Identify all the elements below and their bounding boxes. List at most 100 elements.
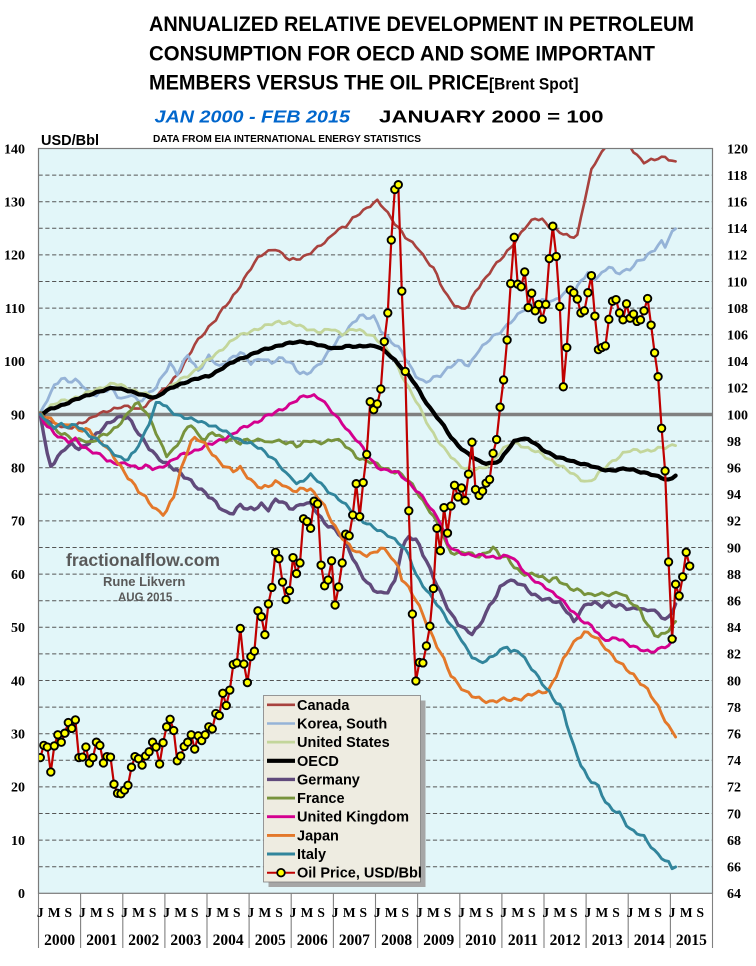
svg-text:2003: 2003 — [170, 932, 201, 949]
svg-text:J: J — [374, 905, 381, 920]
svg-text:110: 110 — [5, 302, 25, 317]
svg-text:2009: 2009 — [423, 932, 454, 949]
svg-text:84: 84 — [727, 621, 741, 636]
svg-text:94: 94 — [727, 488, 741, 503]
svg-text:S: S — [444, 905, 452, 920]
svg-text:S: S — [317, 905, 325, 920]
svg-text:80: 80 — [11, 462, 25, 477]
svg-text:J: J — [627, 905, 634, 920]
svg-text:S: S — [486, 905, 494, 920]
svg-text:100: 100 — [727, 408, 748, 423]
svg-text:92: 92 — [727, 515, 741, 530]
svg-text:110: 110 — [727, 275, 747, 290]
svg-text:J: J — [121, 905, 128, 920]
svg-text:S: S — [528, 905, 536, 920]
svg-text:102: 102 — [727, 382, 748, 397]
svg-text:ANNUALIZED RELATIVE DEVELOPMEN: ANNUALIZED RELATIVE DEVELOPMENT IN PETRO… — [149, 12, 694, 36]
svg-text:S: S — [191, 905, 199, 920]
svg-text:60: 60 — [11, 568, 25, 583]
svg-text:130: 130 — [4, 196, 25, 211]
svg-text:2008: 2008 — [381, 932, 412, 949]
svg-text:S: S — [359, 905, 367, 920]
svg-text:M: M — [553, 905, 566, 920]
svg-text:S: S — [402, 905, 410, 920]
svg-text:120: 120 — [727, 142, 748, 157]
svg-text:[Brent Spot]: [Brent Spot] — [489, 76, 579, 94]
svg-text:2010: 2010 — [465, 932, 496, 949]
svg-text:Rune Likvern: Rune Likvern — [103, 574, 185, 589]
svg-text:AUG 2015: AUG 2015 — [118, 592, 173, 604]
svg-text:J: J — [585, 905, 592, 920]
svg-text:2012: 2012 — [550, 932, 581, 949]
svg-text:76: 76 — [727, 728, 741, 743]
svg-text:United Kingdom: United Kingdom — [297, 810, 409, 826]
svg-text:JAN 2000 - FEB 2015: JAN 2000 - FEB 2015 — [155, 106, 351, 126]
svg-text:88: 88 — [727, 568, 741, 583]
svg-text:S: S — [654, 905, 662, 920]
svg-text:S: S — [612, 905, 620, 920]
svg-text:82: 82 — [727, 648, 741, 663]
svg-text:66: 66 — [727, 861, 741, 876]
svg-text:J: J — [500, 905, 507, 920]
svg-text:S: S — [65, 905, 73, 920]
svg-text:MEMBERS VERSUS THE OIL PRICE: MEMBERS VERSUS THE OIL PRICE — [149, 71, 489, 95]
svg-text:M: M — [680, 905, 693, 920]
svg-text:98: 98 — [727, 435, 741, 450]
svg-text:J: J — [290, 905, 297, 920]
svg-text:10: 10 — [11, 834, 25, 849]
svg-text:90: 90 — [11, 408, 25, 423]
svg-text:2014: 2014 — [634, 932, 665, 949]
svg-text:30: 30 — [11, 728, 25, 743]
svg-text:140: 140 — [4, 142, 25, 157]
svg-text:2013: 2013 — [592, 932, 623, 949]
svg-text:M: M — [174, 905, 187, 920]
svg-text:2002: 2002 — [128, 932, 159, 949]
svg-text:S: S — [696, 905, 704, 920]
svg-text:Canada: Canada — [297, 698, 350, 714]
svg-text:78: 78 — [727, 701, 741, 716]
svg-text:116: 116 — [727, 196, 747, 211]
svg-text:M: M — [596, 905, 609, 920]
svg-text:2005: 2005 — [255, 932, 286, 949]
svg-text:M: M — [511, 905, 524, 920]
svg-text:fractionalflow.com: fractionalflow.com — [66, 550, 220, 570]
svg-text:106: 106 — [727, 329, 748, 344]
svg-text:J: J — [416, 905, 423, 920]
svg-text:M: M — [427, 905, 440, 920]
svg-text:Italy: Italy — [297, 847, 326, 863]
svg-text:S: S — [149, 905, 157, 920]
svg-text:74: 74 — [727, 754, 741, 769]
svg-text:70: 70 — [727, 807, 741, 822]
svg-text:Oil Price, USD/Bbl: Oil Price, USD/Bbl — [297, 866, 422, 882]
svg-text:JANUARY 2000 = 100: JANUARY 2000 = 100 — [379, 106, 604, 126]
svg-text:90: 90 — [727, 541, 741, 556]
svg-text:M: M — [301, 905, 314, 920]
svg-text:CONSUMPTION FOR OECD AND SOME: CONSUMPTION FOR OECD AND SOME IMPORTANT — [149, 41, 655, 65]
svg-text:France: France — [297, 791, 345, 807]
svg-text:2011: 2011 — [508, 932, 538, 949]
svg-text:40: 40 — [11, 674, 25, 689]
svg-text:S: S — [233, 905, 241, 920]
svg-text:J: J — [669, 905, 676, 920]
svg-text:108: 108 — [727, 302, 748, 317]
svg-text:J: J — [205, 905, 212, 920]
svg-text:M: M — [216, 905, 229, 920]
svg-text:S: S — [275, 905, 283, 920]
svg-text:United States: United States — [297, 735, 390, 751]
svg-text:M: M — [469, 905, 482, 920]
svg-text:M: M — [48, 905, 61, 920]
svg-text:2015: 2015 — [676, 932, 707, 949]
svg-text:S: S — [107, 905, 115, 920]
svg-text:USD/Bbl: USD/Bbl — [41, 133, 99, 149]
svg-text:70: 70 — [11, 515, 25, 530]
svg-text:J: J — [542, 905, 549, 920]
svg-text:J: J — [248, 905, 255, 920]
svg-text:2007: 2007 — [339, 932, 370, 949]
svg-text:M: M — [343, 905, 356, 920]
svg-text:2004: 2004 — [213, 932, 244, 949]
svg-text:68: 68 — [727, 834, 741, 849]
svg-text:M: M — [259, 905, 272, 920]
svg-text:118: 118 — [727, 169, 747, 184]
svg-text:M: M — [638, 905, 651, 920]
svg-text:J: J — [37, 905, 44, 920]
